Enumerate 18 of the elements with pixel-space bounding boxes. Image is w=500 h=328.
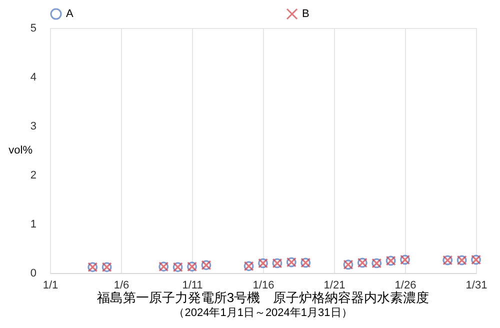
text: （2024年1月1日～2024年1月31日） <box>174 307 352 319</box>
x-tick-label: 1/16 <box>252 280 274 292</box>
y-tick-label: 0 <box>30 268 36 280</box>
x-tick-label: 1/1 <box>42 280 58 292</box>
text: 福島第一原子力発電所3号機 原子炉格納容器内水素濃度 <box>96 290 430 305</box>
y-tick-label: 4 <box>30 72 36 84</box>
x-tick-label: 1/31 <box>466 280 488 292</box>
y-axis-title: vol% <box>8 144 33 156</box>
legend-label: A <box>66 8 74 20</box>
x-tick-label: 1/6 <box>114 280 130 292</box>
y-tick-label: 2 <box>30 170 36 182</box>
x-tick-label: 1/26 <box>394 280 416 292</box>
y-tick-label: 3 <box>30 120 36 132</box>
x-tick-label: 1/21 <box>324 280 346 292</box>
y-tick-label: 5 <box>30 22 36 34</box>
y-tick-label: 1 <box>30 218 36 230</box>
legend-label: B <box>302 8 310 20</box>
x-tick-label: 1/11 <box>182 280 203 292</box>
